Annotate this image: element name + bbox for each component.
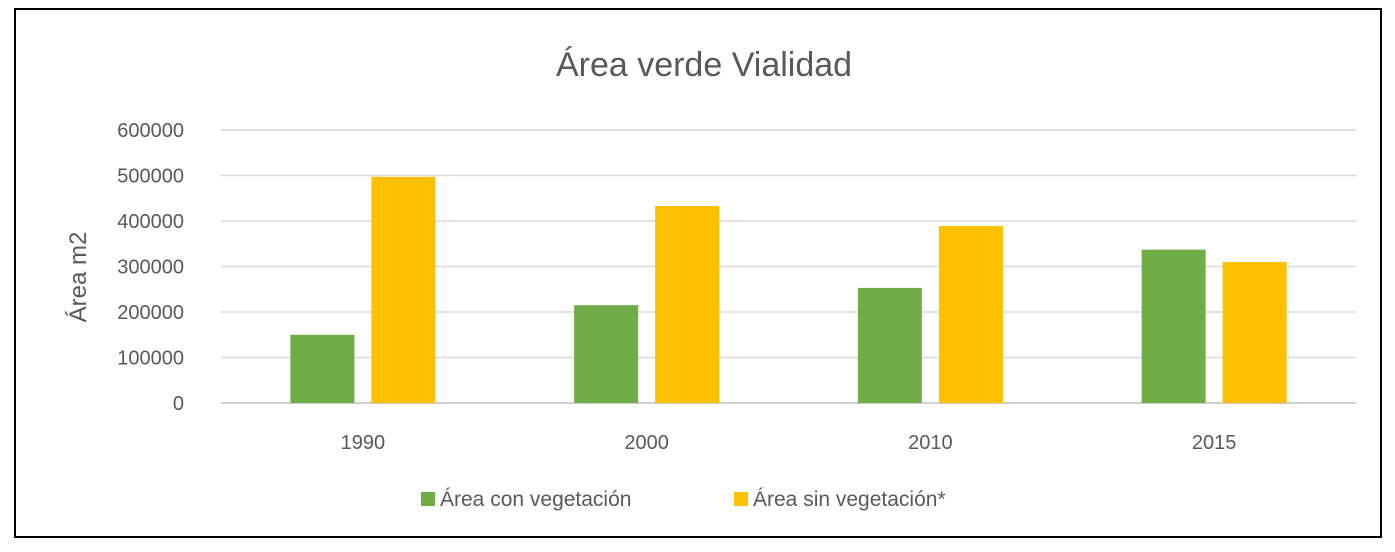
chart-frame: Área verde Vialidad 0 100000 200000 300000 4… xyxy=(14,8,1382,538)
x-axis-ticks: 1990 2000 2010 2015 xyxy=(341,432,1237,454)
bar-sin-vegetacion-1990 xyxy=(371,176,436,403)
y-tick-label: 100000 xyxy=(117,348,184,370)
y-axis-ticks: 0 100000 200000 300000 400000 500000 600000 xyxy=(117,120,184,415)
x-tick-label: 2015 xyxy=(1192,432,1237,454)
bar-chart: Área verde Vialidad 0 100000 200000 300000 4… xyxy=(65,46,1356,511)
chart-title: Área verde Vialidad xyxy=(556,46,852,84)
legend-swatch xyxy=(421,492,435,506)
y-tick-label: 300000 xyxy=(117,257,184,279)
bar-sin-vegetacion-2015 xyxy=(1222,261,1287,403)
x-tick-label: 1990 xyxy=(341,432,386,454)
legend-label: Área sin vegetación* xyxy=(753,488,946,511)
y-axis-label: Área m2 xyxy=(65,232,92,323)
y-tick-label: 400000 xyxy=(117,211,184,233)
y-tick-label: 200000 xyxy=(117,302,184,324)
legend: Área con vegetación Área sin vegetación* xyxy=(421,488,946,511)
x-tick-label: 2000 xyxy=(624,432,669,454)
legend-label: Área con vegetación xyxy=(440,488,631,511)
bar-con-vegetacion-2000 xyxy=(574,305,639,403)
bar-sin-vegetacion-2000 xyxy=(655,205,720,403)
bar-con-vegetacion-2015 xyxy=(1141,249,1206,403)
y-tick-label: 500000 xyxy=(117,166,184,188)
y-tick-label: 600000 xyxy=(117,120,184,142)
bar-con-vegetacion-2010 xyxy=(857,287,922,403)
bar-sin-vegetacion-2010 xyxy=(938,226,1003,403)
y-tick-label: 0 xyxy=(173,393,184,415)
bars xyxy=(290,176,1287,403)
bar-con-vegetacion-1990 xyxy=(290,334,355,403)
x-tick-label: 2010 xyxy=(908,432,953,454)
legend-swatch xyxy=(734,492,748,506)
